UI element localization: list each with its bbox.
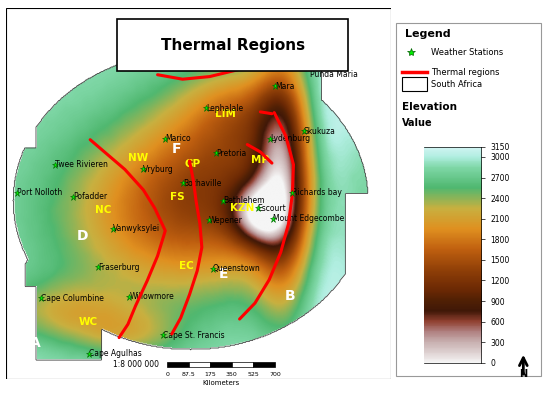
Text: Mara: Mara	[275, 82, 294, 91]
Text: Bethlehem: Bethlehem	[223, 196, 265, 205]
Text: Pofadder: Pofadder	[73, 192, 107, 201]
Text: Marico: Marico	[165, 134, 191, 143]
Text: South Africa: South Africa	[431, 80, 482, 88]
Bar	[210, 362, 232, 367]
Text: LIM: LIM	[214, 109, 235, 119]
Bar	[232, 362, 254, 367]
Text: 87.5: 87.5	[182, 372, 196, 377]
Text: Kilometers: Kilometers	[202, 380, 240, 386]
Text: Lydenburg: Lydenburg	[271, 134, 311, 143]
Bar	[402, 77, 427, 91]
Text: 525: 525	[248, 372, 259, 377]
Text: Pretoria: Pretoria	[217, 149, 247, 158]
FancyBboxPatch shape	[396, 23, 541, 376]
Text: B: B	[285, 289, 296, 303]
Text: Value: Value	[402, 118, 433, 128]
Text: MP: MP	[251, 155, 268, 165]
Text: Willowmore: Willowmore	[129, 292, 174, 301]
Text: Punda Maria: Punda Maria	[310, 70, 358, 79]
Text: Cape St. Francis: Cape St. Francis	[163, 331, 224, 340]
Text: Thermal regions: Thermal regions	[431, 68, 499, 77]
Text: 350: 350	[226, 372, 238, 377]
Text: 175: 175	[205, 372, 216, 377]
Bar	[167, 362, 189, 367]
Text: Queenstown: Queenstown	[213, 264, 260, 273]
Text: Bothaville: Bothaville	[183, 179, 222, 188]
Text: Thermal Regions: Thermal Regions	[161, 38, 305, 53]
Text: FS: FS	[169, 192, 184, 202]
Bar	[189, 362, 210, 367]
Text: D: D	[77, 229, 88, 243]
Text: Vryburg: Vryburg	[144, 165, 174, 174]
Text: C: C	[329, 91, 340, 105]
Text: Port Nolloth: Port Nolloth	[17, 188, 62, 198]
Text: Elevation: Elevation	[402, 102, 458, 112]
Text: NC: NC	[96, 205, 112, 215]
Text: NW: NW	[128, 153, 148, 163]
Text: A: A	[30, 336, 41, 350]
Text: Cape Agulhas: Cape Agulhas	[90, 350, 142, 358]
Text: Skukuza: Skukuza	[304, 127, 336, 135]
Text: N: N	[519, 369, 527, 379]
Text: Escourt: Escourt	[257, 204, 287, 213]
Text: 700: 700	[269, 372, 281, 377]
Text: KZN: KZN	[230, 203, 255, 213]
Text: 1:8 000 000: 1:8 000 000	[113, 360, 160, 369]
Text: Vanwyksylei: Vanwyksylei	[113, 224, 160, 233]
Text: 0: 0	[165, 372, 169, 377]
Bar	[254, 362, 275, 367]
Text: Richards bay: Richards bay	[293, 188, 342, 198]
Text: Wepener: Wepener	[209, 216, 243, 225]
Text: Weather Stations: Weather Stations	[431, 48, 503, 56]
Text: Cape Columbine: Cape Columbine	[41, 294, 104, 303]
Text: Lephalale: Lephalale	[206, 103, 244, 113]
Text: Twee Rivieren: Twee Rivieren	[55, 160, 108, 169]
Text: E: E	[218, 267, 228, 282]
Text: WC: WC	[79, 317, 98, 327]
Text: F: F	[172, 142, 182, 156]
Text: Mount Edgecombe: Mount Edgecombe	[273, 214, 344, 223]
FancyBboxPatch shape	[117, 19, 348, 71]
Text: GP: GP	[184, 159, 200, 169]
Text: Legend: Legend	[405, 28, 451, 39]
Text: Fraserburg: Fraserburg	[98, 263, 139, 272]
Text: EC: EC	[179, 261, 194, 271]
